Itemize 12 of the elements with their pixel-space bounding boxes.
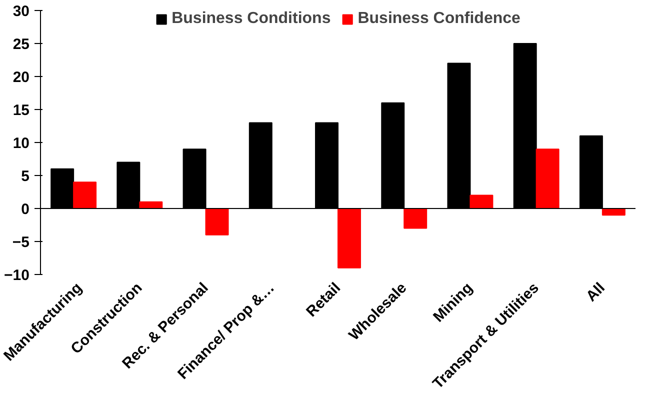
y-tick-label: 30 bbox=[12, 3, 30, 20]
y-tick-label: 0 bbox=[21, 201, 30, 218]
legend-label: Business Confidence bbox=[358, 10, 520, 28]
y-tick-label: 20 bbox=[12, 69, 30, 86]
y-tick-label: 5 bbox=[21, 168, 30, 185]
x-tick-label: All bbox=[582, 279, 608, 306]
y-tick-label: −10 bbox=[4, 267, 30, 284]
y-tick-label: 25 bbox=[12, 36, 30, 53]
y-tick-label: −5 bbox=[12, 234, 30, 251]
legend-label: Business Conditions bbox=[172, 10, 331, 28]
y-tick-label: 10 bbox=[12, 135, 30, 152]
y-tick-label: 15 bbox=[12, 102, 30, 119]
